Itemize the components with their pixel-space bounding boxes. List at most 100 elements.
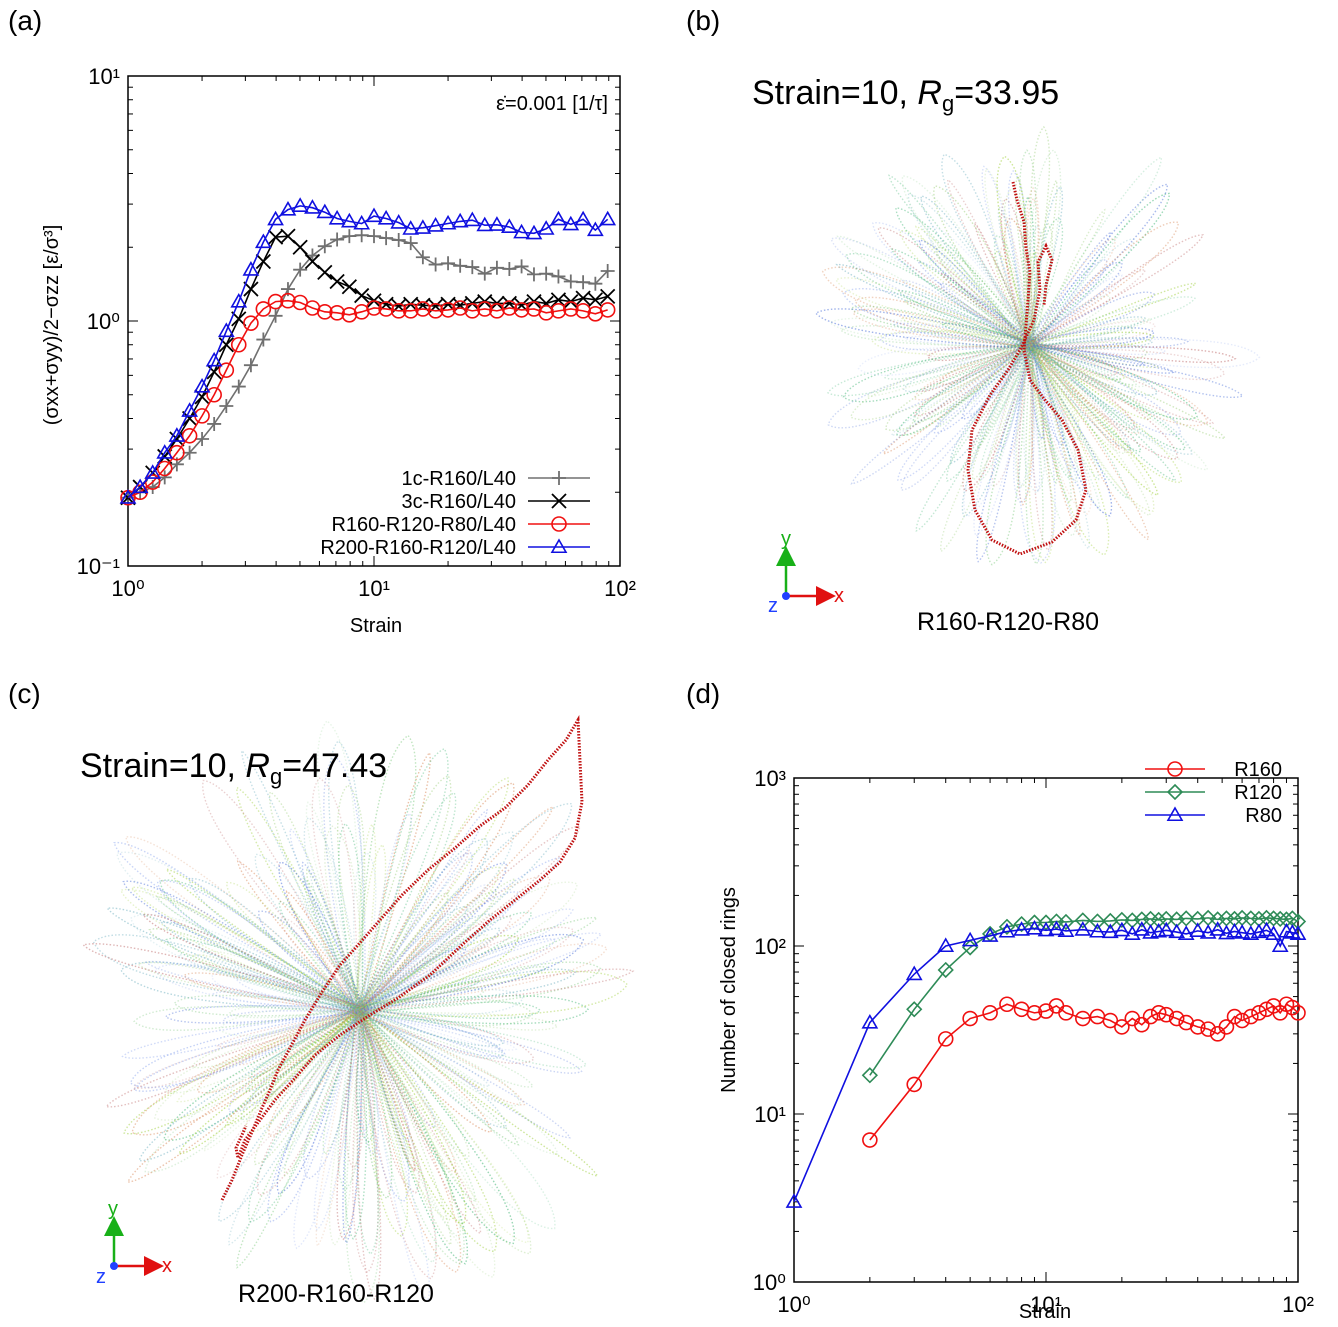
polymer-strand [164, 1008, 363, 1094]
data-point-R200-R160-R120/L40 [168, 427, 186, 442]
data-point-R80 [1157, 921, 1175, 937]
polymer-strand [356, 966, 549, 1016]
data-point-R120 [1013, 915, 1030, 933]
polymer-strand [1015, 340, 1034, 488]
polymer-strand [836, 235, 1032, 350]
legend-label-R120: R120 [1234, 782, 1282, 804]
data-point-legend-R80 [1166, 806, 1184, 822]
polymer-strand [1025, 125, 1051, 346]
data-point-R200-R160-R120/L40 [230, 292, 248, 308]
polymer-strand [981, 165, 1032, 349]
data-point-3c-R160/L40 [587, 292, 603, 308]
polymer-strand [1027, 342, 1136, 430]
polymer-strand [1024, 217, 1064, 348]
polymer-strand [358, 857, 561, 1014]
polymer-strand [303, 1009, 363, 1180]
polymer-strand [1026, 343, 1152, 420]
data-point-R160-R120-R80/L40 [267, 293, 284, 310]
data-point-R160 [1290, 1005, 1306, 1021]
polymer-strand [355, 905, 468, 1015]
data-point-R200-R160-R120/L40 [488, 216, 506, 231]
polymer-render-b: Strain=10, Rg=33.95 y x z R160-R120-R80 [752, 74, 1261, 636]
polymer-strand [328, 1007, 363, 1247]
series-R160 [862, 996, 1306, 1148]
data-point-R160-R120-R80/L40 [452, 300, 468, 316]
data-point-R160 [862, 1132, 878, 1148]
polymer-strand [155, 896, 365, 1014]
data-point-R160-R120-R80/L40 [341, 307, 358, 323]
polymer-strand [92, 934, 362, 1014]
polymer-strand [976, 340, 1032, 563]
polymer-strand [1024, 149, 1062, 347]
data-point-R160 [1284, 999, 1301, 1016]
polymer-strand [1027, 296, 1196, 351]
polymer-strand [1025, 342, 1159, 496]
polymer-strand [354, 1007, 437, 1280]
data-point-R200-R160-R120/L40 [205, 351, 223, 367]
polymer-strand [913, 342, 1035, 401]
polymer-strand [946, 344, 1035, 482]
data-point-R80 [981, 927, 999, 942]
polymer-strand [356, 1006, 504, 1053]
polymer-strand [884, 343, 1032, 431]
render-c-title: Strain=10, Rg=47.43 [80, 747, 387, 789]
data-point-R160 [1142, 1008, 1159, 1025]
polymer-strand [357, 1006, 506, 1057]
polymer-strand [241, 749, 366, 1013]
polymer-strand [359, 1006, 572, 1139]
polymer-strand [1026, 341, 1149, 361]
polymer-strand [280, 917, 365, 1012]
polymer-strand [1028, 238, 1116, 349]
data-point-R160-R120-R80/L40 [366, 300, 382, 316]
polymer-strand [342, 1008, 365, 1245]
polymer-strand [1025, 197, 1039, 347]
polymer-strand [997, 205, 1036, 349]
polymer-strand [1028, 341, 1078, 537]
data-point-3c-R160/L40 [304, 253, 321, 270]
polymer-strand [356, 924, 470, 1015]
data-point-1c-R160/L40 [293, 262, 308, 277]
polymer-strand [974, 222, 1032, 347]
data-point-R80 [1133, 921, 1151, 936]
polymer-strand [835, 263, 1031, 351]
x-tick-label: 10⁰ [111, 576, 144, 601]
polymer-strand [1026, 342, 1237, 364]
data-point-R160-R120-R80/L40 [427, 303, 444, 319]
polymer-strand [929, 342, 1031, 422]
polymer-strand [210, 971, 362, 1011]
polymer-strand [228, 1005, 361, 1019]
polymer-strand [311, 896, 362, 1011]
polymer-strand [234, 975, 366, 1014]
data-point-legend-3c-R160/L40 [551, 493, 567, 509]
polymer-strand [933, 185, 1033, 351]
polymer-strand [283, 1008, 363, 1177]
polymer-strand [316, 719, 361, 1013]
panel-tag-a: (a) [8, 5, 42, 36]
polymer-strand [358, 1008, 467, 1225]
y-tick-label: 10¹ [754, 1102, 786, 1127]
polymer-strand [1027, 331, 1156, 350]
data-point-R200-R160-R120/L40 [353, 214, 371, 230]
polymer-strand [359, 1007, 529, 1244]
data-point-R160-R120-R80/L40 [550, 303, 567, 319]
data-point-R120 [1272, 910, 1289, 928]
polymer-strand [284, 1007, 363, 1131]
data-point-R160-R120-R80/L40 [489, 303, 505, 319]
data-point-1c-R160/L40 [428, 257, 443, 272]
polymer-strand [1025, 340, 1082, 441]
polymer-strand [358, 1007, 465, 1265]
polymer-strand [1024, 295, 1111, 349]
polymer-strand [890, 343, 1033, 437]
polymer-strand [938, 344, 1035, 385]
polymer-strand [1026, 291, 1155, 349]
polymer-strand [218, 1005, 365, 1223]
polymer-strand [357, 1008, 380, 1155]
polymer-strand [1029, 343, 1125, 381]
polymer-strand [821, 266, 1031, 350]
data-point-R200-R160-R120/L40 [562, 215, 580, 231]
data-point-1c-R160/L40 [367, 229, 381, 244]
polymer-strand [1027, 342, 1100, 481]
x-tick-label: 10⁰ [777, 1292, 810, 1317]
data-point-R80 [785, 1193, 803, 1208]
